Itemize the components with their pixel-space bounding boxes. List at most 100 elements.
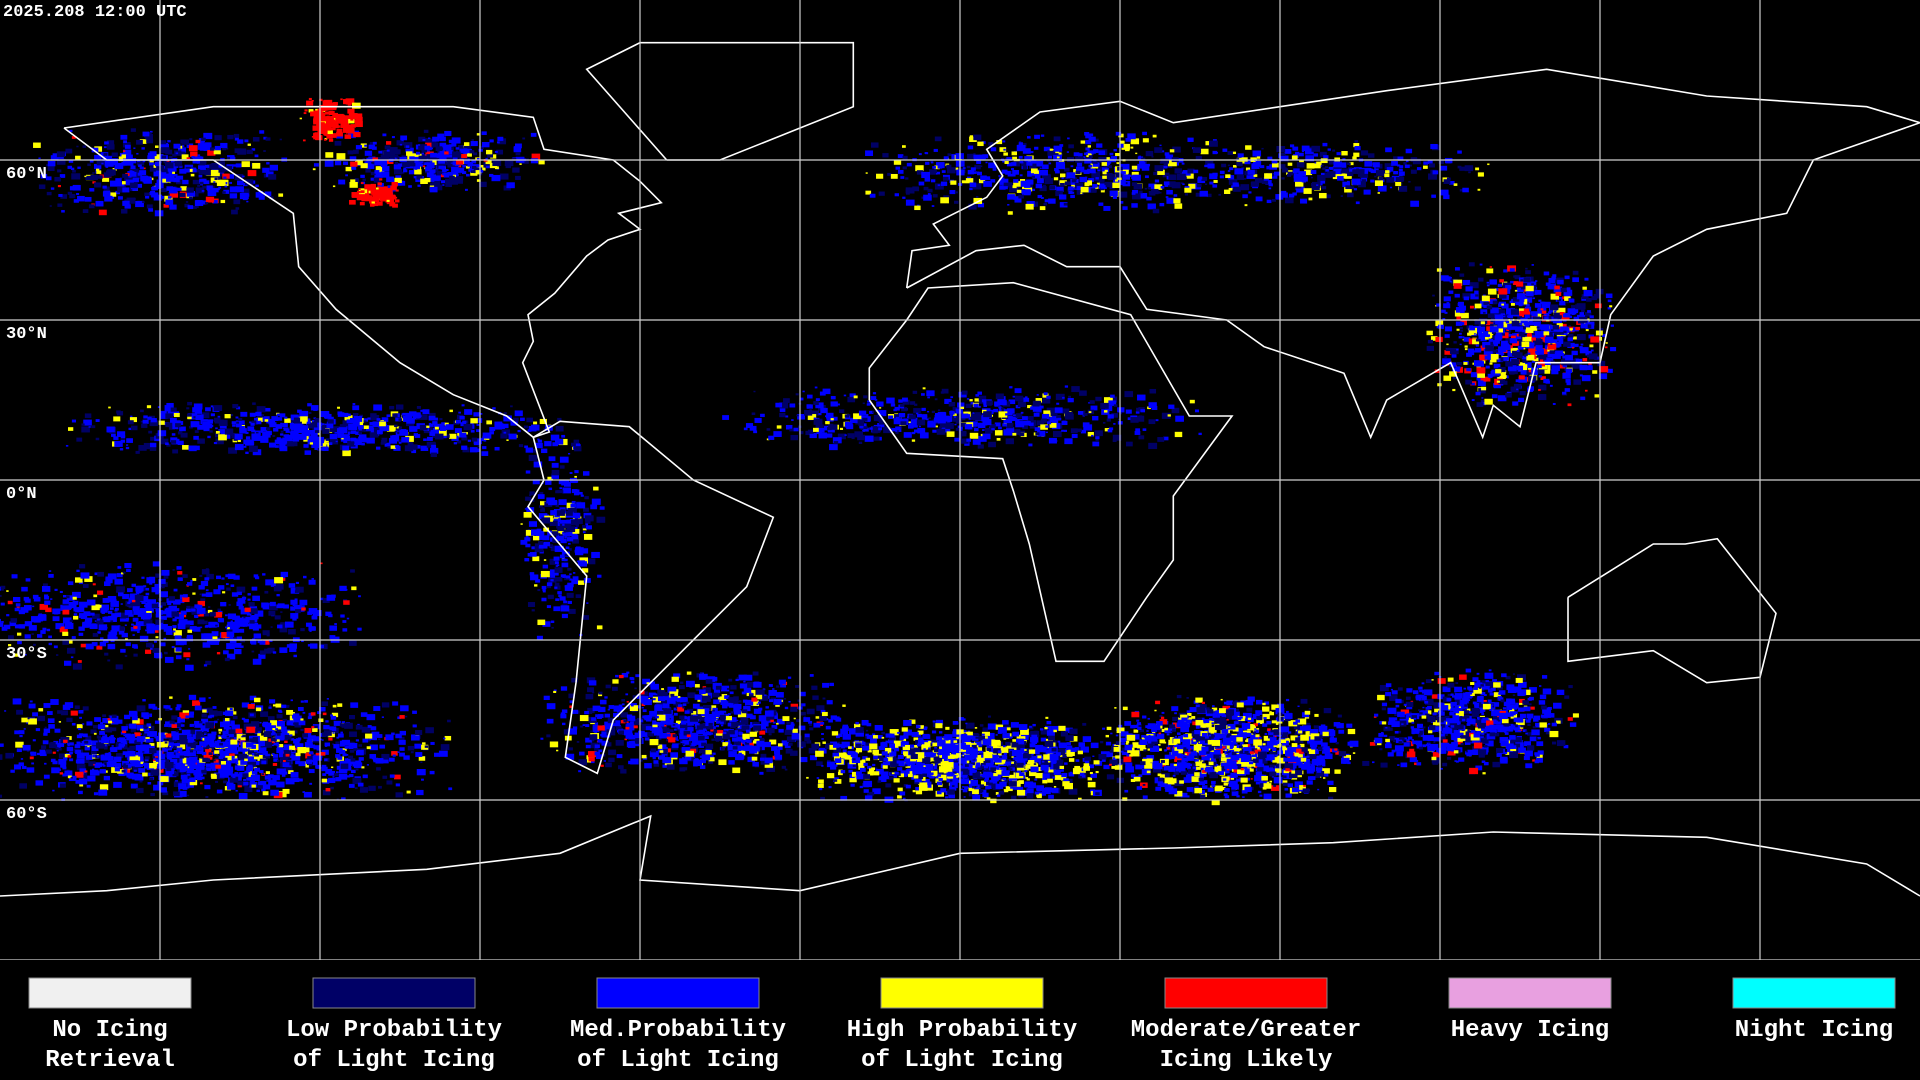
icing-pixel (463, 145, 471, 151)
icing-pixel (231, 209, 238, 215)
icing-pixel (905, 177, 909, 180)
icing-pixel (130, 128, 136, 132)
icing-pixel (538, 513, 548, 520)
icing-pixel (1472, 339, 1480, 345)
icing-pixel (253, 574, 259, 578)
icing-pixel (1506, 329, 1509, 332)
icing-pixel (1519, 391, 1526, 396)
icing-pixel (908, 424, 914, 429)
icing-pixel (237, 439, 241, 442)
icing-pixel (978, 400, 985, 404)
icing-pixel (1165, 154, 1174, 160)
icing-pixel (177, 187, 182, 191)
icing-pixel (506, 439, 509, 441)
icing-pixel (226, 643, 235, 650)
icing-pixel (572, 535, 579, 540)
icing-pixel (189, 196, 193, 200)
icing-pixel (1110, 394, 1115, 398)
icing-pixel (1056, 186, 1064, 192)
icing-pixel (70, 167, 75, 171)
icing-pixel (380, 425, 390, 432)
icing-pixel (930, 160, 934, 163)
icing-pixel (337, 113, 344, 119)
icing-pixel (420, 409, 424, 412)
icing-pixel (1558, 340, 1564, 344)
icing-pixel (1275, 194, 1284, 200)
icing-pixel (1077, 153, 1083, 157)
icing-pixel (163, 575, 169, 579)
icing-pixel (540, 570, 550, 578)
icing-pixel (1575, 326, 1580, 331)
icing-pixel (1452, 366, 1460, 372)
icing-pixel (1245, 167, 1251, 171)
icing-pixel (1352, 169, 1360, 174)
icing-pixel (864, 435, 874, 442)
icing-pixel (551, 531, 559, 536)
icing-pixel (1500, 340, 1509, 347)
icing-pixel (440, 180, 446, 184)
icing-pixel (1500, 354, 1504, 357)
icing-pixel (323, 99, 333, 106)
icing-pixel (1544, 328, 1550, 333)
icing-pixel (579, 561, 587, 567)
icing-pixel (900, 176, 905, 179)
icing-pixel (265, 171, 274, 177)
icing-pixel (470, 141, 478, 147)
icing-pixel (351, 166, 357, 170)
icing-pixel (1017, 401, 1026, 408)
icing-pixel (155, 608, 161, 612)
icing-pixel (1468, 262, 1475, 267)
icing-pixel (166, 613, 173, 618)
icing-pixel (340, 431, 348, 437)
icing-pixel (280, 422, 283, 425)
icing-pixel (375, 187, 379, 190)
icing-pixel (104, 195, 113, 202)
icing-pixel (268, 610, 276, 616)
icing-pixel (1064, 385, 1069, 388)
icing-pixel (1493, 349, 1499, 353)
icing-pixel (1054, 168, 1059, 172)
icing-pixel (394, 424, 398, 428)
icing-pixel (166, 402, 174, 409)
icing-pixel (1096, 143, 1103, 148)
icing-pixel (286, 644, 292, 648)
icing-pixel (749, 425, 757, 431)
icing-pixel (152, 186, 158, 191)
icing-pixel (226, 625, 233, 630)
icing-pixel (510, 420, 518, 426)
icing-pixel (975, 195, 979, 198)
icing-pixel (149, 195, 152, 197)
icing-pixel (1148, 442, 1158, 450)
icing-pixel (358, 425, 364, 429)
icing-pixel (946, 164, 952, 169)
icing-pixel (409, 156, 415, 161)
icing-pixel (1576, 334, 1586, 341)
icing-pixel (258, 195, 265, 200)
icing-pixel (1442, 318, 1446, 321)
icing-pixel (158, 420, 165, 425)
icing-pixel (66, 595, 70, 599)
icing-pixel (254, 610, 264, 617)
icing-pixel (1446, 302, 1450, 305)
icing-pixel (951, 415, 961, 422)
icing-pixel (155, 653, 163, 659)
icing-pixel (934, 165, 940, 170)
icing-pixel (386, 414, 391, 417)
icing-pixel (1047, 155, 1053, 159)
icing-pixel (292, 617, 297, 621)
icing-pixel (1555, 291, 1562, 296)
icing-pixel (1012, 169, 1020, 175)
icing-pixel (1319, 151, 1327, 157)
icing-pixel (1485, 365, 1490, 369)
icing-pixel (1537, 334, 1547, 341)
icing-pixel (312, 427, 322, 434)
icing-pixel (1511, 359, 1520, 365)
icing-pixel (379, 160, 388, 166)
icing-pixel (273, 427, 279, 432)
icing-pixel (203, 633, 213, 640)
icing-pixel (895, 431, 899, 434)
icing-pixel (1497, 372, 1506, 380)
icing-pixel (1569, 328, 1574, 331)
icing-pixel (1304, 148, 1314, 155)
icing-pixel (1157, 437, 1165, 442)
